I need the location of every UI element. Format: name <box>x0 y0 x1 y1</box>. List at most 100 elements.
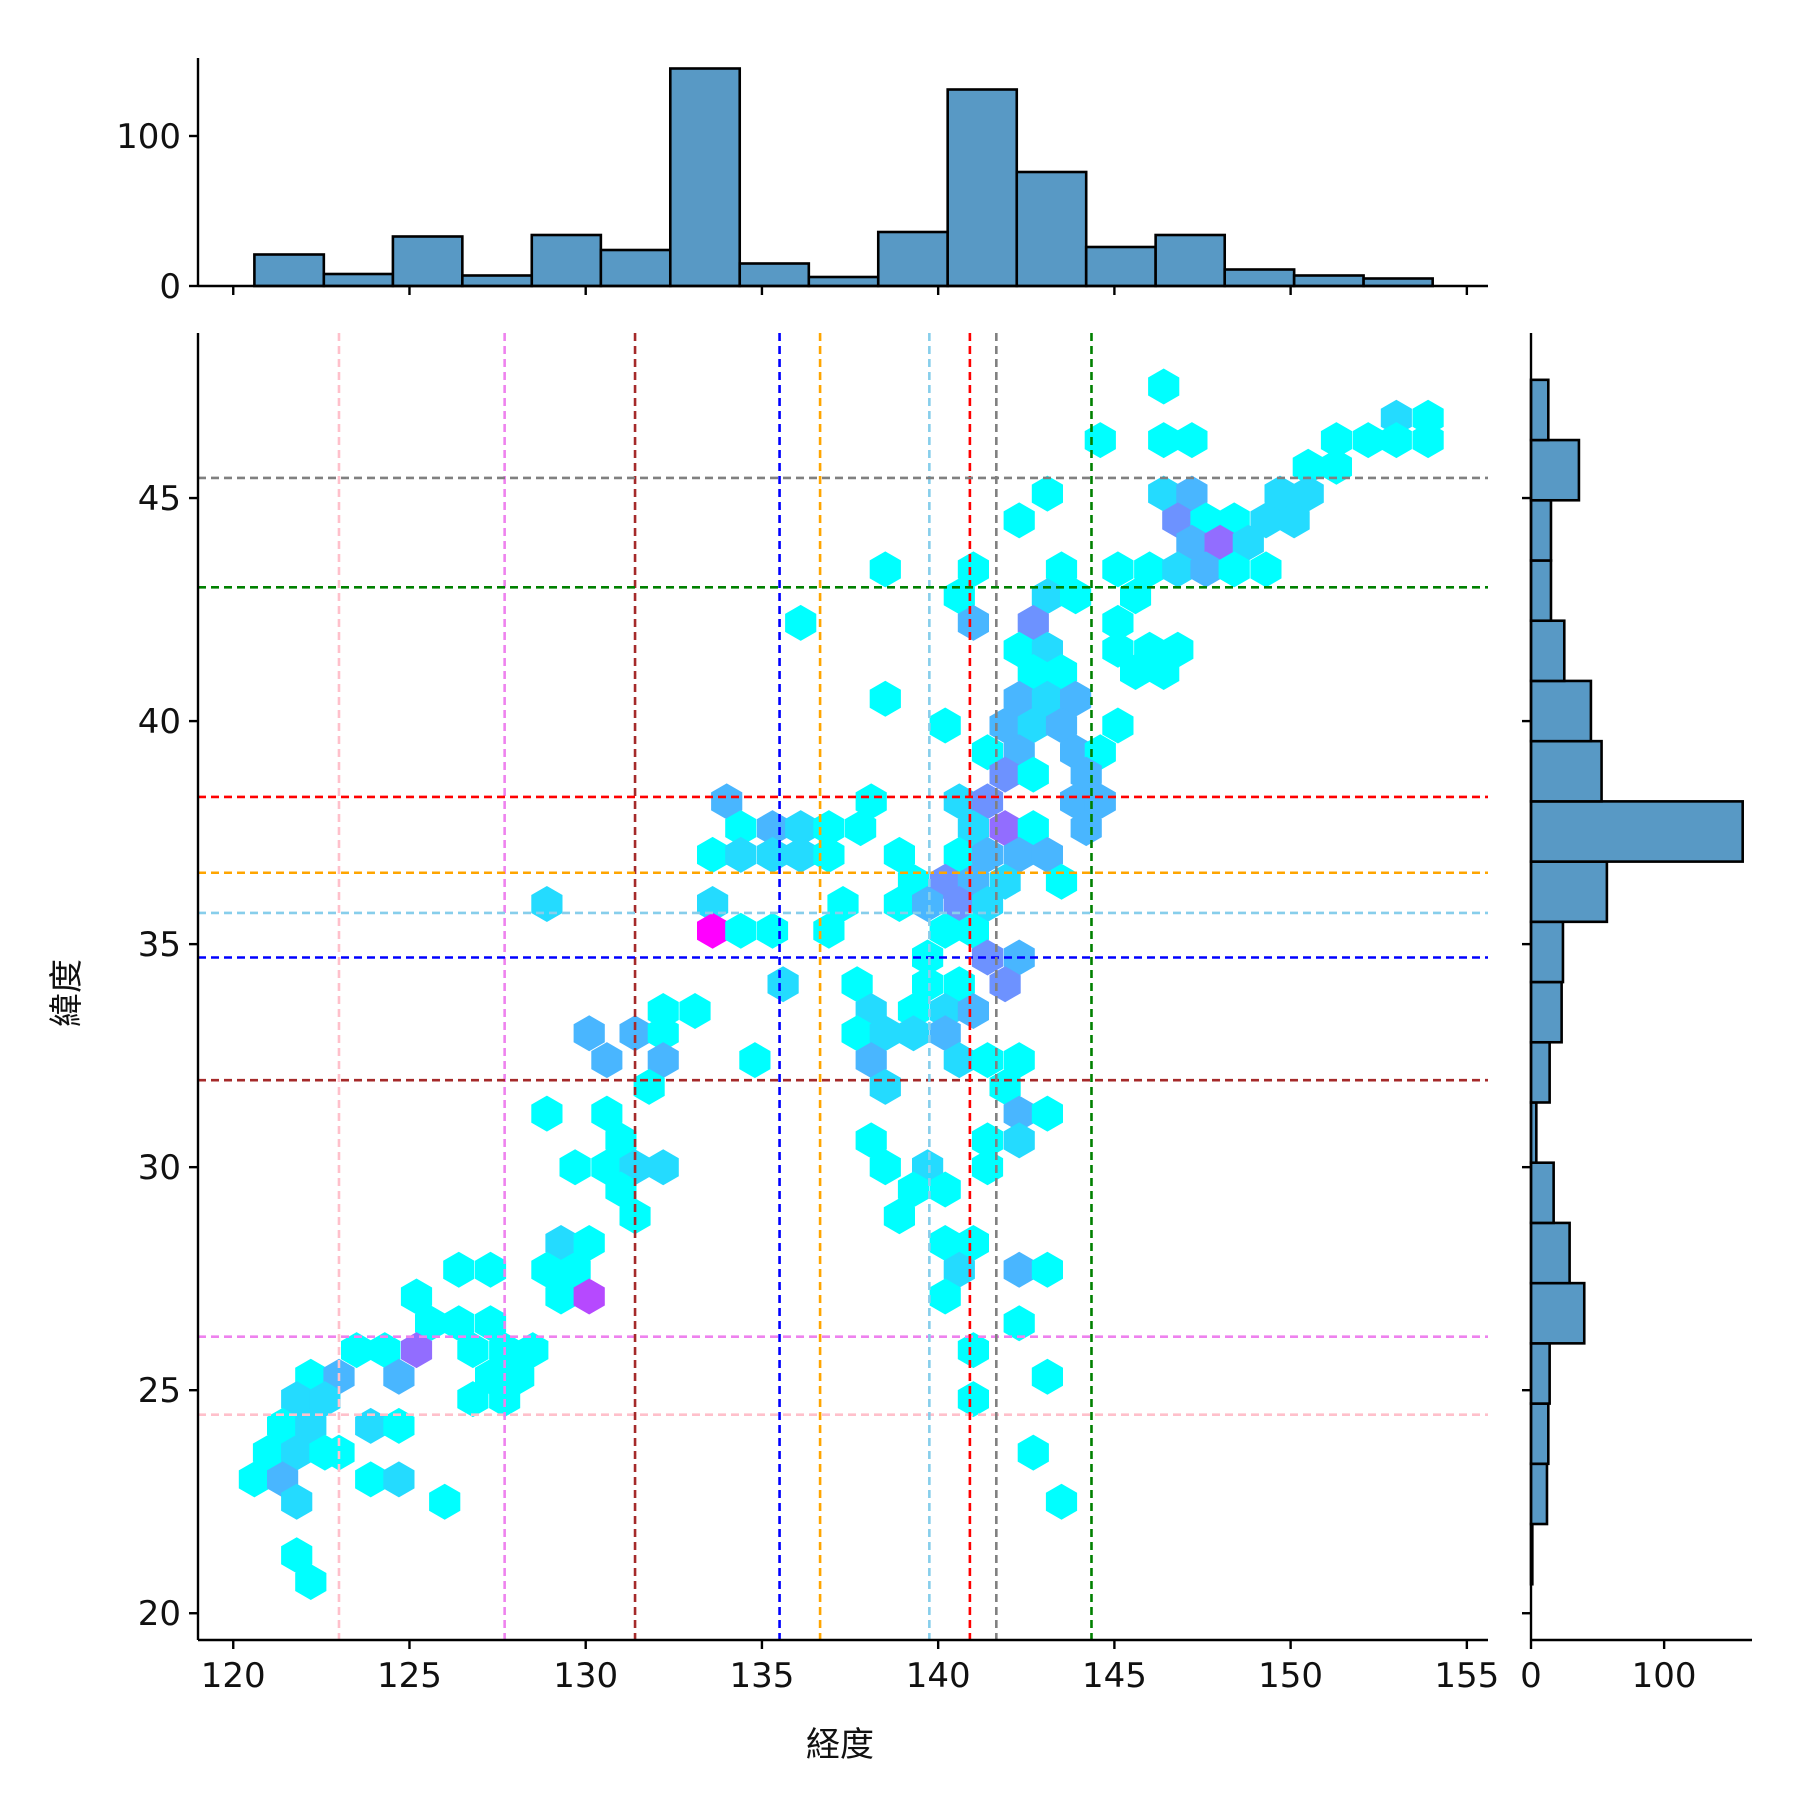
histogram-bar <box>1529 739 1603 803</box>
y-tick-label: 30 <box>138 1148 181 1188</box>
hexbin <box>785 836 817 873</box>
histogram-bar <box>1154 233 1227 288</box>
hexbin <box>1017 654 1049 690</box>
hexbin <box>1031 836 1063 873</box>
hexbin <box>1003 1251 1035 1288</box>
hexbin <box>869 1015 901 1052</box>
hexbin <box>443 1305 475 1342</box>
hexbin <box>1148 422 1180 459</box>
y-tick-label: 35 <box>138 925 181 965</box>
hexbin <box>252 1434 285 1471</box>
hexbin <box>1031 680 1063 717</box>
hexbin <box>855 1122 887 1159</box>
hexbin <box>1218 551 1250 588</box>
hexbin <box>785 810 817 847</box>
histogram-bar <box>807 275 880 288</box>
hexbin <box>475 1251 507 1288</box>
hexbin <box>1380 422 1412 459</box>
hexbin <box>957 912 989 949</box>
hexbin <box>943 1042 975 1079</box>
hexbin <box>813 836 845 873</box>
y-tick-label: 25 <box>138 1371 181 1411</box>
hexbin <box>238 1461 270 1498</box>
hexbin <box>1003 1095 1035 1132</box>
hexbin <box>605 1171 637 1208</box>
x-tick-label: 130 <box>553 1656 618 1696</box>
hexbin <box>1070 810 1102 847</box>
hexbin <box>1320 422 1352 459</box>
hexbin <box>1120 654 1152 690</box>
hexbin <box>1102 551 1134 588</box>
hexbin <box>1250 502 1282 539</box>
hexbin <box>1148 654 1180 690</box>
hexbin <box>855 783 887 820</box>
histogram-bar <box>876 230 949 288</box>
hexbin <box>929 1278 961 1315</box>
hexbin <box>281 1483 313 1520</box>
hexbin <box>1045 654 1078 690</box>
x-tick-label: 140 <box>906 1656 971 1696</box>
histogram-bar <box>1529 1402 1550 1466</box>
histogram-bar <box>530 233 603 288</box>
hexbin <box>897 1171 930 1208</box>
hexbin <box>883 836 915 873</box>
hexbin <box>267 1407 299 1444</box>
hexbin <box>400 1332 433 1369</box>
hexbin <box>1031 1358 1063 1395</box>
hexbin <box>1102 604 1134 641</box>
y-tick-label: 40 <box>138 702 181 742</box>
hexbin <box>1084 422 1116 459</box>
hexbin <box>647 1149 679 1186</box>
histogram-bar <box>391 235 464 288</box>
histogram-bar <box>599 248 672 288</box>
hexbin <box>1412 422 1444 459</box>
hexbin <box>531 1095 563 1132</box>
hexbin <box>531 1251 563 1288</box>
histogram-bar <box>1292 274 1365 288</box>
hexbin <box>929 707 961 744</box>
hexbin <box>739 1042 771 1079</box>
hexbin <box>869 1068 901 1105</box>
hexbin <box>943 836 975 873</box>
hexbin <box>957 551 989 588</box>
hexbin <box>697 836 729 873</box>
hexbin <box>1003 1305 1035 1342</box>
hexbin <box>869 551 901 588</box>
histogram-bar <box>668 67 742 288</box>
hexbin <box>475 1305 507 1342</box>
hexbin <box>756 912 789 949</box>
hexbin <box>647 1042 679 1079</box>
hexbin <box>559 1149 591 1186</box>
hexbin <box>295 1564 327 1600</box>
hexbin <box>869 1149 901 1186</box>
hexbin <box>1003 1122 1035 1159</box>
hexbin <box>619 1198 651 1235</box>
hexbin <box>1176 524 1208 561</box>
hexbin <box>725 810 757 847</box>
hexbin <box>897 1015 930 1052</box>
histogram-bar <box>1529 860 1609 924</box>
hexbin <box>1003 836 1035 873</box>
histogram-bar <box>1529 619 1566 683</box>
x-tick-label: 135 <box>729 1656 794 1696</box>
hexbin <box>971 1149 1004 1186</box>
histogram-bar <box>253 253 326 288</box>
hexbin <box>1060 783 1092 820</box>
hexbin <box>697 912 729 949</box>
hexbin <box>1148 475 1180 512</box>
histogram-bar <box>1529 1161 1555 1225</box>
histogram-bar <box>1529 559 1553 623</box>
hexbin <box>855 1042 887 1079</box>
hexbin <box>1031 578 1063 615</box>
y-axis-label: 緯度 <box>47 959 87 1027</box>
hexbin <box>545 1225 577 1261</box>
hexbin <box>457 1381 489 1418</box>
hexbin <box>711 783 743 820</box>
hexbin <box>415 1305 447 1342</box>
hexbin <box>429 1483 461 1520</box>
hexbin <box>517 1332 549 1369</box>
histogram-bar <box>1529 800 1744 863</box>
hexbin <box>957 993 989 1029</box>
x-tick-label: 120 <box>201 1656 266 1696</box>
histogram-bar <box>1529 679 1593 743</box>
